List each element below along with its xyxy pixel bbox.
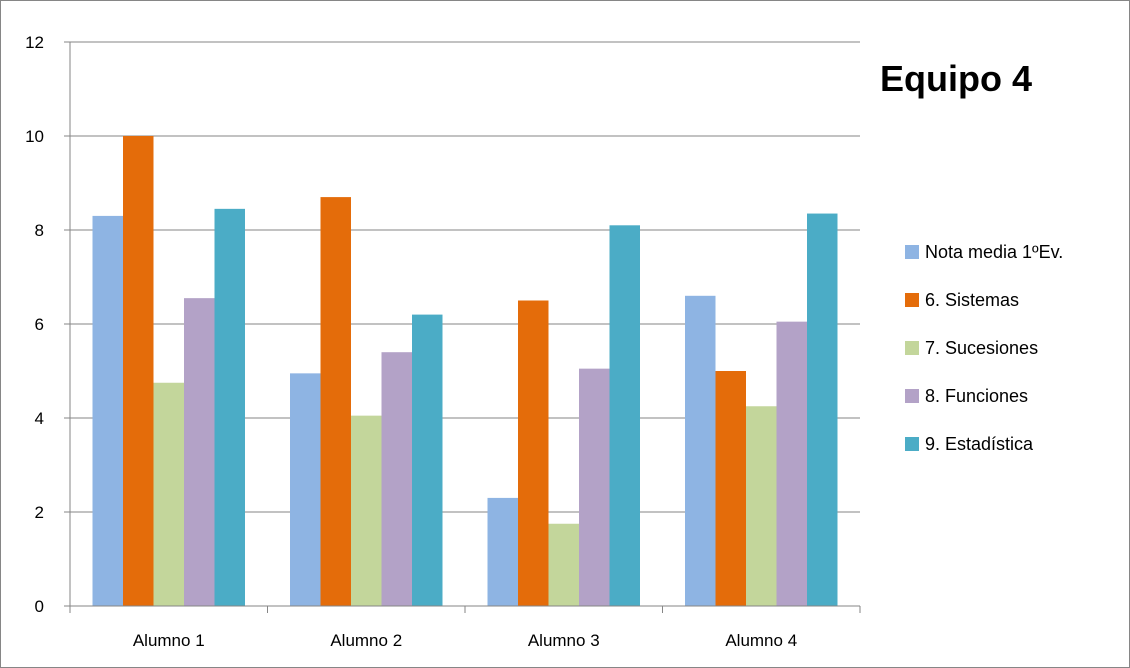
bar [214,208,245,606]
legend-swatch [905,293,919,307]
bar [518,300,549,606]
bar [609,225,640,607]
y-tick-label: 2 [35,503,44,522]
y-tick-label: 0 [35,597,44,616]
y-tick-label: 12 [25,33,44,52]
legend-swatch [905,389,919,403]
x-tick-label: Alumno 3 [528,631,600,650]
axes [64,41,861,613]
legend-label: 7. Sucesiones [925,337,1039,358]
y-tick-labels: 0 2 4 6 8 10 12 [25,33,44,616]
y-tick-label: 4 [35,409,44,428]
legend-item: 9. Estadística [905,420,1063,468]
bar [320,197,351,606]
legend-swatch [905,245,919,259]
bar [487,497,518,606]
bar [351,415,382,606]
y-tick-label: 8 [35,221,44,240]
bar [746,406,777,606]
legend-label: Nota media 1ºEv. [925,241,1064,262]
bar [685,295,716,606]
bar [92,215,123,606]
legend-label: 8. Funciones [925,385,1029,406]
legend-swatch [905,437,919,451]
y-tick-label: 6 [35,315,44,334]
x-tick-label: Alumno 4 [725,631,797,650]
bars [92,136,838,607]
chart-title: Equipo 4 [880,58,1032,99]
legend-swatch [905,341,919,355]
bar [548,523,579,606]
x-tick-label: Alumno 2 [330,631,402,650]
bar [381,352,412,606]
bar [412,314,443,606]
legend-label: 9. Estadística [925,433,1034,454]
bar [123,136,154,606]
bar [579,368,610,606]
x-tick-labels: Alumno 1 Alumno 2 Alumno 3 Alumno 4 [133,631,797,650]
legend-item: 6. Sistemas [905,276,1063,324]
bar [715,371,746,606]
bar [290,373,321,606]
legend-item: 7. Sucesiones [905,324,1063,372]
bar [153,382,184,606]
x-tick-label: Alumno 1 [133,631,205,650]
legend-label: 6. Sistemas [925,289,1020,310]
legend-item: Nota media 1ºEv. [905,228,1063,276]
legend-item: 8. Funciones [905,372,1063,420]
bar [807,213,838,607]
y-tick-label: 10 [25,127,44,146]
legend: Nota media 1ºEv. 6. Sistemas 7. Sucesiones… [905,228,1063,468]
bar [776,321,807,606]
bar [184,298,215,606]
